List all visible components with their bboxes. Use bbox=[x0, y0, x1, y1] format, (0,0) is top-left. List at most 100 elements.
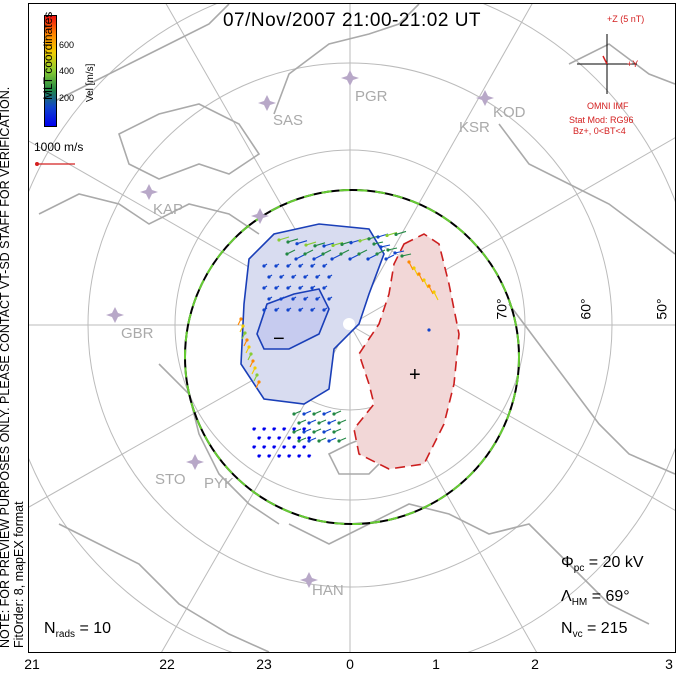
velocity-vector bbox=[304, 249, 314, 255]
velocity-vector bbox=[241, 332, 246, 340]
velocity-vector bbox=[280, 274, 285, 278]
velocity-vector bbox=[292, 296, 297, 300]
velocity-vector bbox=[308, 437, 317, 442]
velocity-vector bbox=[340, 249, 350, 255]
colorbar-title: Vel [m/s] bbox=[85, 63, 96, 102]
coastline-russia-south bbox=[288, 503, 650, 625]
velocity-vector bbox=[292, 274, 297, 278]
velocity-vector bbox=[275, 307, 280, 311]
velocity-vector bbox=[280, 296, 285, 300]
velocity-vector bbox=[273, 427, 277, 430]
velocity-vector bbox=[313, 410, 322, 415]
radar-count: Nrads = 10 bbox=[44, 620, 112, 641]
velocity-vector bbox=[338, 437, 347, 442]
velocity-vector bbox=[253, 445, 257, 448]
velocity-vector bbox=[263, 427, 267, 430]
colorbar-tick-400: 400 bbox=[59, 66, 75, 76]
velocity-vector bbox=[275, 285, 280, 289]
velocity-colorbar bbox=[44, 15, 57, 127]
velocity-vector bbox=[331, 254, 341, 260]
velocity-vector bbox=[239, 325, 244, 333]
mlt-label-0: 0 bbox=[346, 656, 354, 672]
site-label-pyk: PYK bbox=[204, 475, 235, 492]
velocity-vector bbox=[243, 339, 248, 347]
velocity-vector bbox=[322, 249, 332, 255]
site-label-kap: KAP bbox=[153, 201, 184, 218]
site-label-pgr: PGR bbox=[355, 88, 388, 105]
velocity-vector bbox=[286, 249, 296, 255]
velocity-vector bbox=[249, 360, 254, 368]
coastline-scandinavia bbox=[158, 363, 280, 525]
hmb-latitude: ΛHM = 69° bbox=[561, 588, 630, 609]
velocity-vector bbox=[418, 273, 424, 283]
velocity-vector bbox=[293, 428, 302, 433]
velocity-vector bbox=[333, 410, 342, 415]
velocity-vector bbox=[296, 240, 308, 245]
velocity-vector bbox=[328, 296, 333, 300]
velocity-vector bbox=[323, 285, 328, 289]
velocity-vector bbox=[323, 428, 332, 433]
velocity-vector bbox=[395, 230, 407, 235]
velocity-vector bbox=[373, 241, 384, 245]
velocity-vector bbox=[408, 261, 414, 271]
velocity-vector bbox=[263, 307, 268, 311]
velocity-vector bbox=[295, 254, 305, 260]
velocity-vector bbox=[293, 427, 297, 430]
preview-note-line2: FitOrder: 8, mapEX format bbox=[12, 501, 26, 648]
cross-polar-potential: Φpc = 20 kV bbox=[561, 554, 644, 575]
velocity-vector bbox=[323, 410, 332, 415]
mlt-label-1: 1 bbox=[432, 656, 440, 672]
velocity-vector bbox=[255, 381, 260, 389]
map-frame: 07/Nov/2007 21:00-21:02 UT 600 400 200 V… bbox=[28, 3, 676, 653]
velocity-vector bbox=[251, 367, 256, 375]
velocity-vector bbox=[287, 238, 299, 243]
velocity-vector bbox=[423, 279, 429, 289]
velocity-vector bbox=[298, 419, 307, 424]
velocity-vector bbox=[314, 242, 326, 247]
velocity-vector bbox=[299, 285, 304, 289]
site-label-kod: KOD bbox=[493, 104, 526, 121]
coastline-east-siberia bbox=[568, 43, 675, 85]
site-marker bbox=[341, 70, 359, 86]
coastline-siberia-north bbox=[498, 123, 675, 255]
velocity-vector bbox=[304, 274, 309, 278]
velocity-vector bbox=[278, 236, 290, 241]
reference-vector-label: 1000 m/s bbox=[34, 140, 84, 154]
velocity-vector bbox=[283, 427, 287, 430]
velocity-vector bbox=[304, 296, 309, 300]
velocity-vector bbox=[367, 254, 377, 260]
site-marker bbox=[300, 572, 318, 588]
velocity-vector bbox=[328, 274, 333, 278]
mlt-label-3: 3 bbox=[665, 656, 673, 672]
velocity-vector bbox=[253, 427, 257, 430]
preview-note-line1: NOTE: FOR PREVIEW PURPOSES ONLY. PLEASE … bbox=[0, 86, 12, 648]
site-label-sto: STO bbox=[155, 471, 186, 488]
velocity-vector bbox=[394, 250, 405, 254]
velocity-vector bbox=[293, 410, 302, 415]
velocity-vector bbox=[328, 437, 337, 442]
heppner-maynard-boundary-green bbox=[184, 189, 520, 525]
imf-source: OMNI IMF bbox=[587, 101, 629, 111]
velocity-vector bbox=[433, 291, 439, 301]
velocity-vector bbox=[338, 419, 347, 424]
velocity-vector bbox=[318, 437, 327, 442]
velocity-vector bbox=[386, 231, 398, 236]
velocity-vector bbox=[268, 296, 273, 300]
velocity-vector bbox=[287, 285, 292, 289]
velocity-vectors bbox=[237, 230, 439, 458]
velocity-vector bbox=[253, 374, 258, 382]
site-label-ksr: KSR bbox=[459, 119, 490, 136]
meridian bbox=[349, 4, 533, 326]
velocity-vector bbox=[428, 285, 434, 295]
velocity-vector bbox=[299, 263, 304, 267]
imf-z-label: +Z (5 nT) bbox=[607, 14, 645, 24]
velocity-vector bbox=[288, 454, 292, 457]
velocity-vector bbox=[299, 307, 304, 311]
velocity-vector bbox=[303, 445, 307, 448]
site-marker bbox=[140, 184, 158, 200]
velocity-vector bbox=[303, 428, 312, 433]
velocity-vector bbox=[401, 253, 412, 257]
velocity-vector bbox=[385, 254, 395, 260]
site-marker bbox=[251, 208, 269, 224]
velocity-vector bbox=[258, 436, 262, 439]
